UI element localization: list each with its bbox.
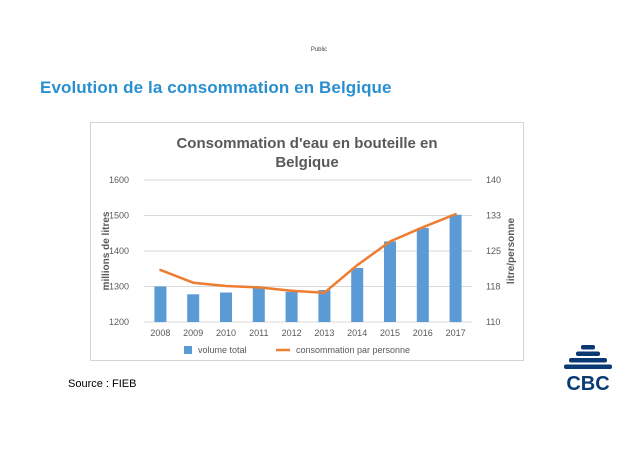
x-tick-label: 2008 [150, 328, 170, 338]
chart-title-line: Consommation d'eau en bouteille en [176, 135, 437, 152]
bar-2017 [449, 214, 462, 322]
bar-2016 [416, 227, 429, 322]
right-axis-title: litre/personne [506, 218, 517, 285]
left-tick-label: 1200 [109, 317, 129, 327]
bar-2013 [318, 290, 331, 322]
right-tick-label: 118 [486, 282, 500, 292]
x-tick-label: 2017 [446, 328, 466, 338]
classification-label: Public [310, 47, 328, 53]
left-tick-label: 1500 [109, 211, 129, 221]
bar-2009 [187, 294, 200, 322]
right-tick-label: 140 [486, 175, 501, 185]
source-note: Source : FIEB [68, 378, 137, 390]
legend-label-volume: volume total [198, 345, 247, 355]
bar-2015 [384, 241, 396, 322]
x-tick-label: 2013 [314, 328, 334, 338]
x-tick-label: 2014 [347, 328, 367, 338]
bar-2012 [285, 291, 298, 322]
cbc-logo-mark-icon [564, 345, 612, 369]
x-tick-label: 2016 [413, 328, 433, 338]
cbc-logo: CBC [555, 345, 621, 400]
cbc-logo-text: CBC [566, 373, 609, 395]
legend-label-line: consommation par personne [296, 345, 410, 355]
left-tick-label: 1400 [109, 246, 129, 256]
right-tick-label: 110 [486, 317, 500, 327]
right-tick-label: 133 [486, 211, 501, 221]
x-tick-label: 2012 [282, 328, 302, 338]
bar-2014 [351, 268, 364, 322]
x-tick-label: 2009 [183, 328, 203, 338]
left-tick-label: 1600 [109, 175, 129, 185]
consumption-line [159, 212, 457, 294]
bar-2011 [252, 287, 265, 322]
x-tick-label: 2011 [249, 328, 268, 338]
bar-2008 [154, 286, 167, 322]
right-tick-label: 125 [486, 246, 501, 256]
left-axis-title: millions de litres [101, 211, 112, 290]
legend-swatch-volume [184, 346, 192, 354]
chart-svg: Consommation d'eau en bouteille en Belgiq… [101, 135, 517, 355]
left-tick-label: 1300 [109, 282, 129, 292]
bar-2010 [220, 292, 232, 322]
slide-title: Evolution de la consommation en Belgique [40, 78, 392, 97]
chart-title-line: Belgique [275, 154, 338, 171]
chart-frame: Consommation d'eau en bouteille en Belgiq… [90, 122, 524, 361]
x-tick-label: 2015 [380, 328, 400, 338]
x-tick-label: 2010 [216, 328, 236, 338]
